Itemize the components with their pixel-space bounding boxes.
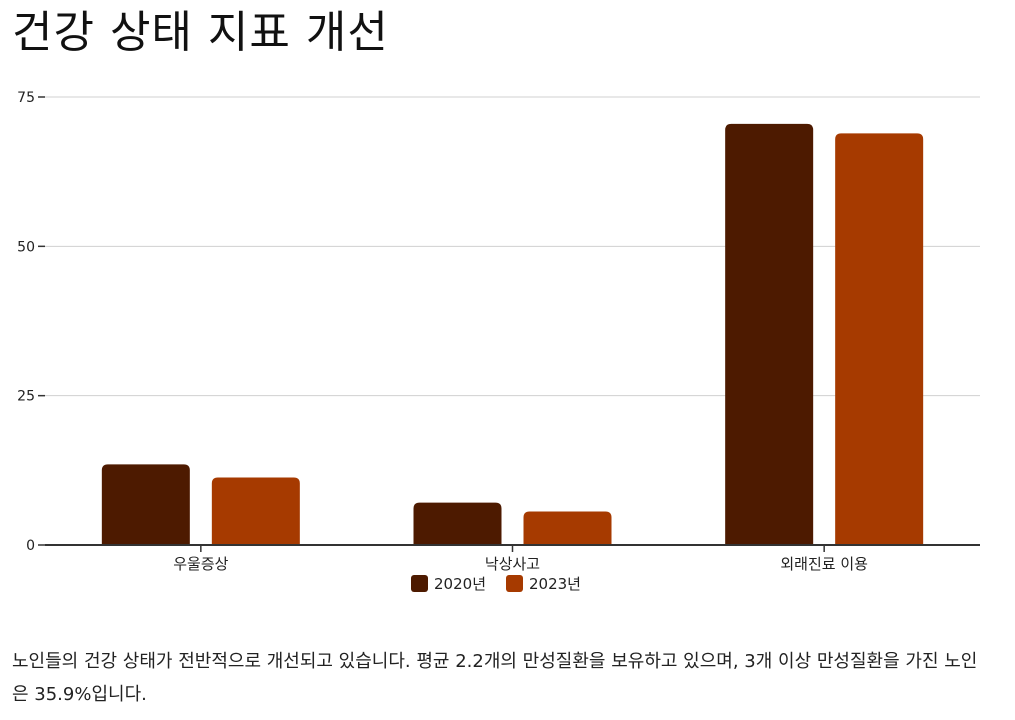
y-tick-label: 50: [17, 239, 35, 255]
legend-item: 2023년: [506, 573, 581, 594]
legend-swatch: [411, 575, 429, 592]
y-tick-label: 0: [26, 538, 35, 554]
legend: 2020년 2023년: [0, 573, 992, 594]
bar-chart: 0 25 50 75 우울증상 낙상사고 외래진료 이용: [17, 90, 980, 573]
bar-2023년-낙상사고: [523, 511, 612, 545]
description-text: 노인들의 건강 상태가 전반적으로 개선되고 있습니다. 평균 2.2개의 만성…: [12, 651, 978, 705]
x-category-label: 외래진료 이용: [780, 555, 868, 573]
bars: [101, 123, 924, 546]
legend-label: 2023년: [529, 575, 581, 593]
page-title: 건강 상태 지표 개선: [12, 7, 389, 58]
x-category-label: 낙상사고: [485, 555, 540, 573]
bar-2020년-우울증상: [101, 464, 190, 545]
x-category-label: 우울증상: [173, 555, 228, 573]
y-tick-label: 25: [17, 389, 35, 405]
gridlines: [45, 96, 980, 397]
legend-label: 2020년: [434, 575, 486, 593]
legend-item: 2020년: [411, 573, 486, 594]
legend-swatch: [506, 575, 523, 592]
y-axis-ticks: 0 25 50 75: [17, 90, 45, 554]
bar-2020년-외래진료 이용: [725, 123, 814, 545]
bar-2020년-낙상사고: [413, 502, 502, 545]
bar-2023년-외래진료 이용: [835, 133, 924, 546]
bar-2023년-우울증상: [211, 477, 300, 545]
y-tick-label: 75: [17, 90, 35, 106]
x-axis-ticks: 우울증상 낙상사고 외래진료 이용: [173, 545, 868, 573]
